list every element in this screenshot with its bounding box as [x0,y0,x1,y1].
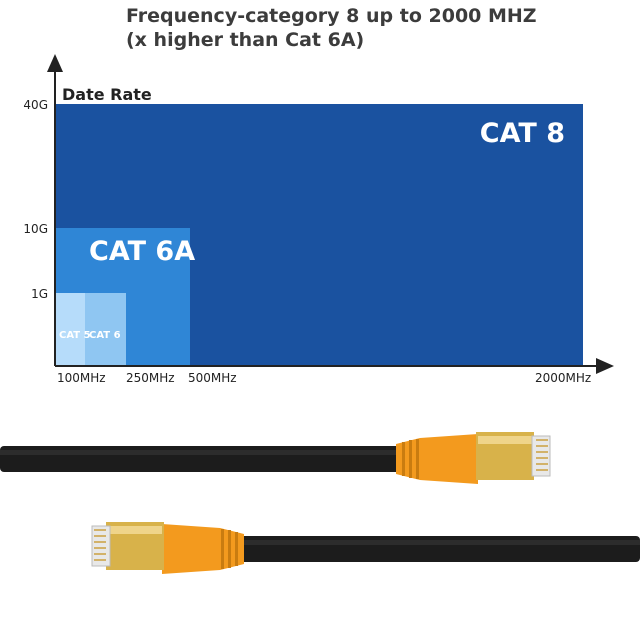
bar-cat-6 [85,293,126,366]
x-tick-label: 2000MHz [535,371,591,385]
y-tick-label: 40G [23,98,48,112]
data-rate-chart: Date Rate 1G 10G 40G 100MHz 250MHz 500MHz 200… [23,54,614,385]
cable-top [0,432,551,484]
title-line-2: (x higher than Cat 6A) [126,29,365,51]
x-tick-label: 100MHz [57,371,106,385]
x-tick-label: 250MHz [126,371,175,385]
bar-cat-5 [55,293,85,366]
bar-label-cat-5: CAT 5 [59,330,91,341]
y-tick-label: 1G [31,287,48,301]
bar-label-cat-6a: CAT 6A [89,236,195,267]
cable-illustration [0,432,640,574]
y-tick-label: 10G [23,222,48,236]
bar-label-cat-6: CAT 6 [89,330,121,341]
bar-label-cat-8: CAT 8 [480,118,565,149]
y-axis-label: Date Rate [62,85,152,104]
chart-title: Frequency-category 8 up to 2000 MHZ (x h… [126,4,537,52]
cable-bottom [91,522,640,574]
title-line-1: Frequency-category 8 up to 2000 MHZ [126,5,537,27]
x-tick-label: 500MHz [188,371,237,385]
